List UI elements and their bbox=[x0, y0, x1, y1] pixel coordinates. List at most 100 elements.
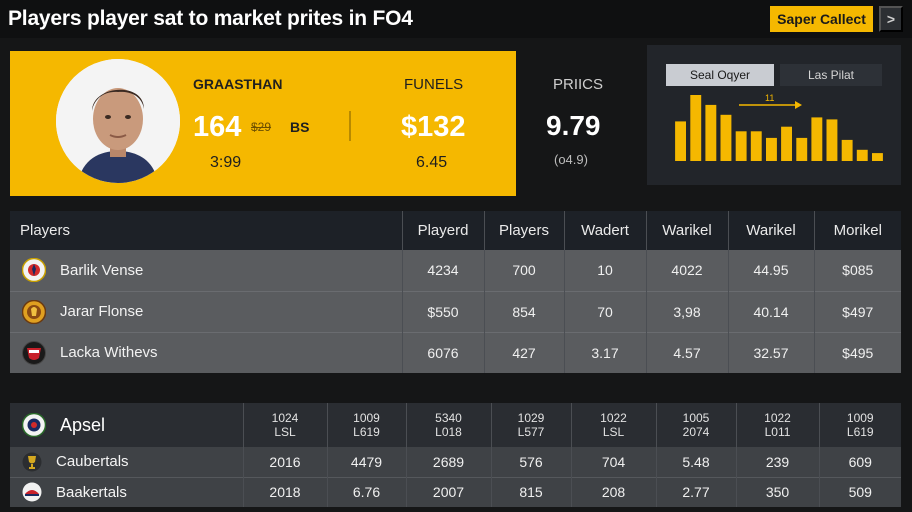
table-cell: 350 bbox=[736, 476, 820, 507]
table-cell: 239 bbox=[736, 447, 820, 477]
player-cell: Barlik Vense bbox=[10, 250, 403, 291]
trend-arrow-icon bbox=[739, 101, 802, 109]
table-cell: 854 bbox=[484, 290, 565, 332]
column-header[interactable]: 1022 LSL bbox=[571, 403, 657, 447]
chart-bar bbox=[811, 117, 823, 161]
player-cell: Lacka Withevs bbox=[10, 331, 403, 373]
table-cell: 10 bbox=[564, 250, 647, 291]
club-name: Baakertals bbox=[56, 483, 127, 501]
table-cell: 208 bbox=[571, 476, 657, 507]
column-header[interactable]: Wadert bbox=[564, 211, 647, 250]
table-row[interactable]: Caubertals 2016 4479 2689 576 704 5.48 2… bbox=[10, 447, 901, 477]
table-cell: 4.57 bbox=[646, 331, 729, 373]
table-cell: 4479 bbox=[327, 447, 407, 477]
table-cell: 509 bbox=[819, 476, 901, 507]
table-cell: 70 bbox=[564, 290, 647, 332]
column-header[interactable]: Playerd bbox=[402, 211, 485, 250]
column-header[interactable]: Players bbox=[484, 211, 565, 250]
group-header-cell: Apsel bbox=[10, 403, 244, 447]
chart-bar bbox=[675, 121, 686, 161]
player-name: Barlik Vense bbox=[60, 261, 144, 279]
table-cell: $550 bbox=[402, 290, 485, 332]
player-rating: 164 bbox=[193, 111, 242, 143]
player-name: Jarar Flonse bbox=[60, 303, 144, 320]
column-header[interactable]: Morikel bbox=[833, 222, 882, 239]
chart-bar bbox=[720, 114, 732, 161]
column-header[interactable]: 5340 L018 bbox=[406, 403, 492, 447]
chart-bar bbox=[750, 131, 762, 161]
table-cell: 32.57 bbox=[728, 331, 815, 373]
column-header[interactable]: 1009 L619 bbox=[327, 403, 407, 447]
table-cell: 6076 bbox=[402, 331, 485, 373]
tab-seal-oqyer[interactable]: Seal Oqyer bbox=[666, 64, 774, 86]
table-header-row: Apsel 1024 LSL 1009 L619 5340 L018 1029 L577… bbox=[10, 403, 901, 447]
card-divider bbox=[349, 111, 351, 141]
price-sub-value: 6.45 bbox=[416, 154, 448, 171]
price-chart-panel: 11 Seal Oqyer Las Pilat bbox=[647, 45, 901, 185]
player-name: Lacka Withevs bbox=[60, 344, 158, 362]
table-row[interactable]: Barlik Vense 4234 700 10 4022 44.95 $085 bbox=[10, 250, 901, 291]
column-header[interactable]: 1024 LSL bbox=[243, 403, 328, 447]
table-cell: 2689 bbox=[406, 447, 492, 477]
table-row[interactable]: Baakertals 2018 6.76 2007 815 208 2.77 3… bbox=[10, 476, 901, 507]
rating-sub-value: 3:99 bbox=[210, 154, 242, 171]
club-name: Caubertals bbox=[56, 453, 129, 471]
table-cell: $495 bbox=[814, 331, 901, 373]
prices-label: PRIICS bbox=[553, 76, 604, 93]
table-cell: 427 bbox=[484, 331, 565, 373]
player-name: GRAASTHAN bbox=[193, 76, 283, 92]
table-cell: 2007 bbox=[406, 476, 492, 507]
column-header[interactable]: Warikel bbox=[728, 211, 815, 250]
chart-bar bbox=[705, 104, 717, 161]
super-collect-button[interactable]: Saper Callect bbox=[770, 6, 873, 32]
chart-bar bbox=[781, 126, 792, 161]
prices-sub-value: (o4.9) bbox=[554, 152, 588, 167]
table-cell: 576 bbox=[491, 447, 572, 477]
prices-value: 9.79 bbox=[546, 110, 601, 141]
tab-las-pilat[interactable]: Las Pilat bbox=[780, 64, 882, 86]
table-cell: 3,98 bbox=[646, 290, 729, 332]
chart-bar bbox=[766, 137, 777, 161]
page-title: Players player sat to market prites in F… bbox=[8, 7, 413, 30]
chart-bar bbox=[735, 131, 747, 161]
team-crest-icon bbox=[21, 258, 47, 283]
old-value: $29 bbox=[251, 120, 272, 134]
table-cell: 700 bbox=[484, 250, 565, 291]
table-row[interactable]: Jarar Flonse $550 854 70 3,98 40.14 $497 bbox=[10, 290, 901, 332]
table-cell: 4022 bbox=[646, 250, 729, 291]
club-stats-table: Apsel 1024 LSL 1009 L619 5340 L018 1029 L577… bbox=[10, 403, 901, 507]
player-cell: Jarar Flonse bbox=[10, 290, 403, 332]
table-cell: 2016 bbox=[243, 447, 328, 477]
lion-crest-icon bbox=[21, 299, 47, 324]
player-portrait-icon bbox=[56, 59, 180, 183]
table-header-row: Players Playerd Players Wadert Warikel W… bbox=[10, 211, 901, 250]
price-bar-chart: 11 bbox=[675, 93, 883, 161]
column-header[interactable]: Players bbox=[10, 211, 403, 250]
club-cell: Baakertals bbox=[10, 476, 244, 507]
table-cell: $497 bbox=[814, 290, 901, 332]
column-header[interactable]: Warikel bbox=[646, 211, 729, 250]
column-header[interactable]: 1029 L577 bbox=[491, 403, 572, 447]
table-cell: 609 bbox=[848, 453, 872, 470]
column-header[interactable]: 1022 L011 bbox=[736, 403, 820, 447]
table-cell: 44.95 bbox=[728, 250, 815, 291]
top-bar: Players player sat to market prites in F… bbox=[0, 0, 912, 38]
club-crest-icon bbox=[21, 412, 47, 438]
chart-bar bbox=[841, 139, 853, 161]
table-cell: $085 bbox=[842, 262, 874, 279]
players-market-table: Players Playerd Players Wadert Warikel W… bbox=[10, 211, 901, 373]
funels-label: FUNELS bbox=[404, 76, 464, 93]
next-arrow-button[interactable]: > bbox=[879, 6, 903, 32]
featured-player-card[interactable]: GRAASTHAN 164 $29 BS 3:99 FUNELS $132 6.… bbox=[10, 51, 516, 196]
table-cell: 815 bbox=[491, 476, 572, 507]
column-header[interactable]: 1009 L619 bbox=[846, 411, 874, 439]
chart-bar bbox=[856, 149, 868, 161]
column-header[interactable]: 1005 2074 bbox=[656, 403, 737, 447]
chart-bar bbox=[826, 119, 838, 161]
table-row[interactable]: Lacka Withevs 6076 427 3.17 4.57 32.57 $… bbox=[10, 331, 901, 373]
hat-crest-icon bbox=[22, 482, 42, 502]
chart-bar bbox=[872, 153, 883, 161]
table-cell: 2.77 bbox=[656, 476, 737, 507]
group-header-label: Apsel bbox=[60, 415, 106, 435]
trophy-icon bbox=[22, 452, 42, 472]
